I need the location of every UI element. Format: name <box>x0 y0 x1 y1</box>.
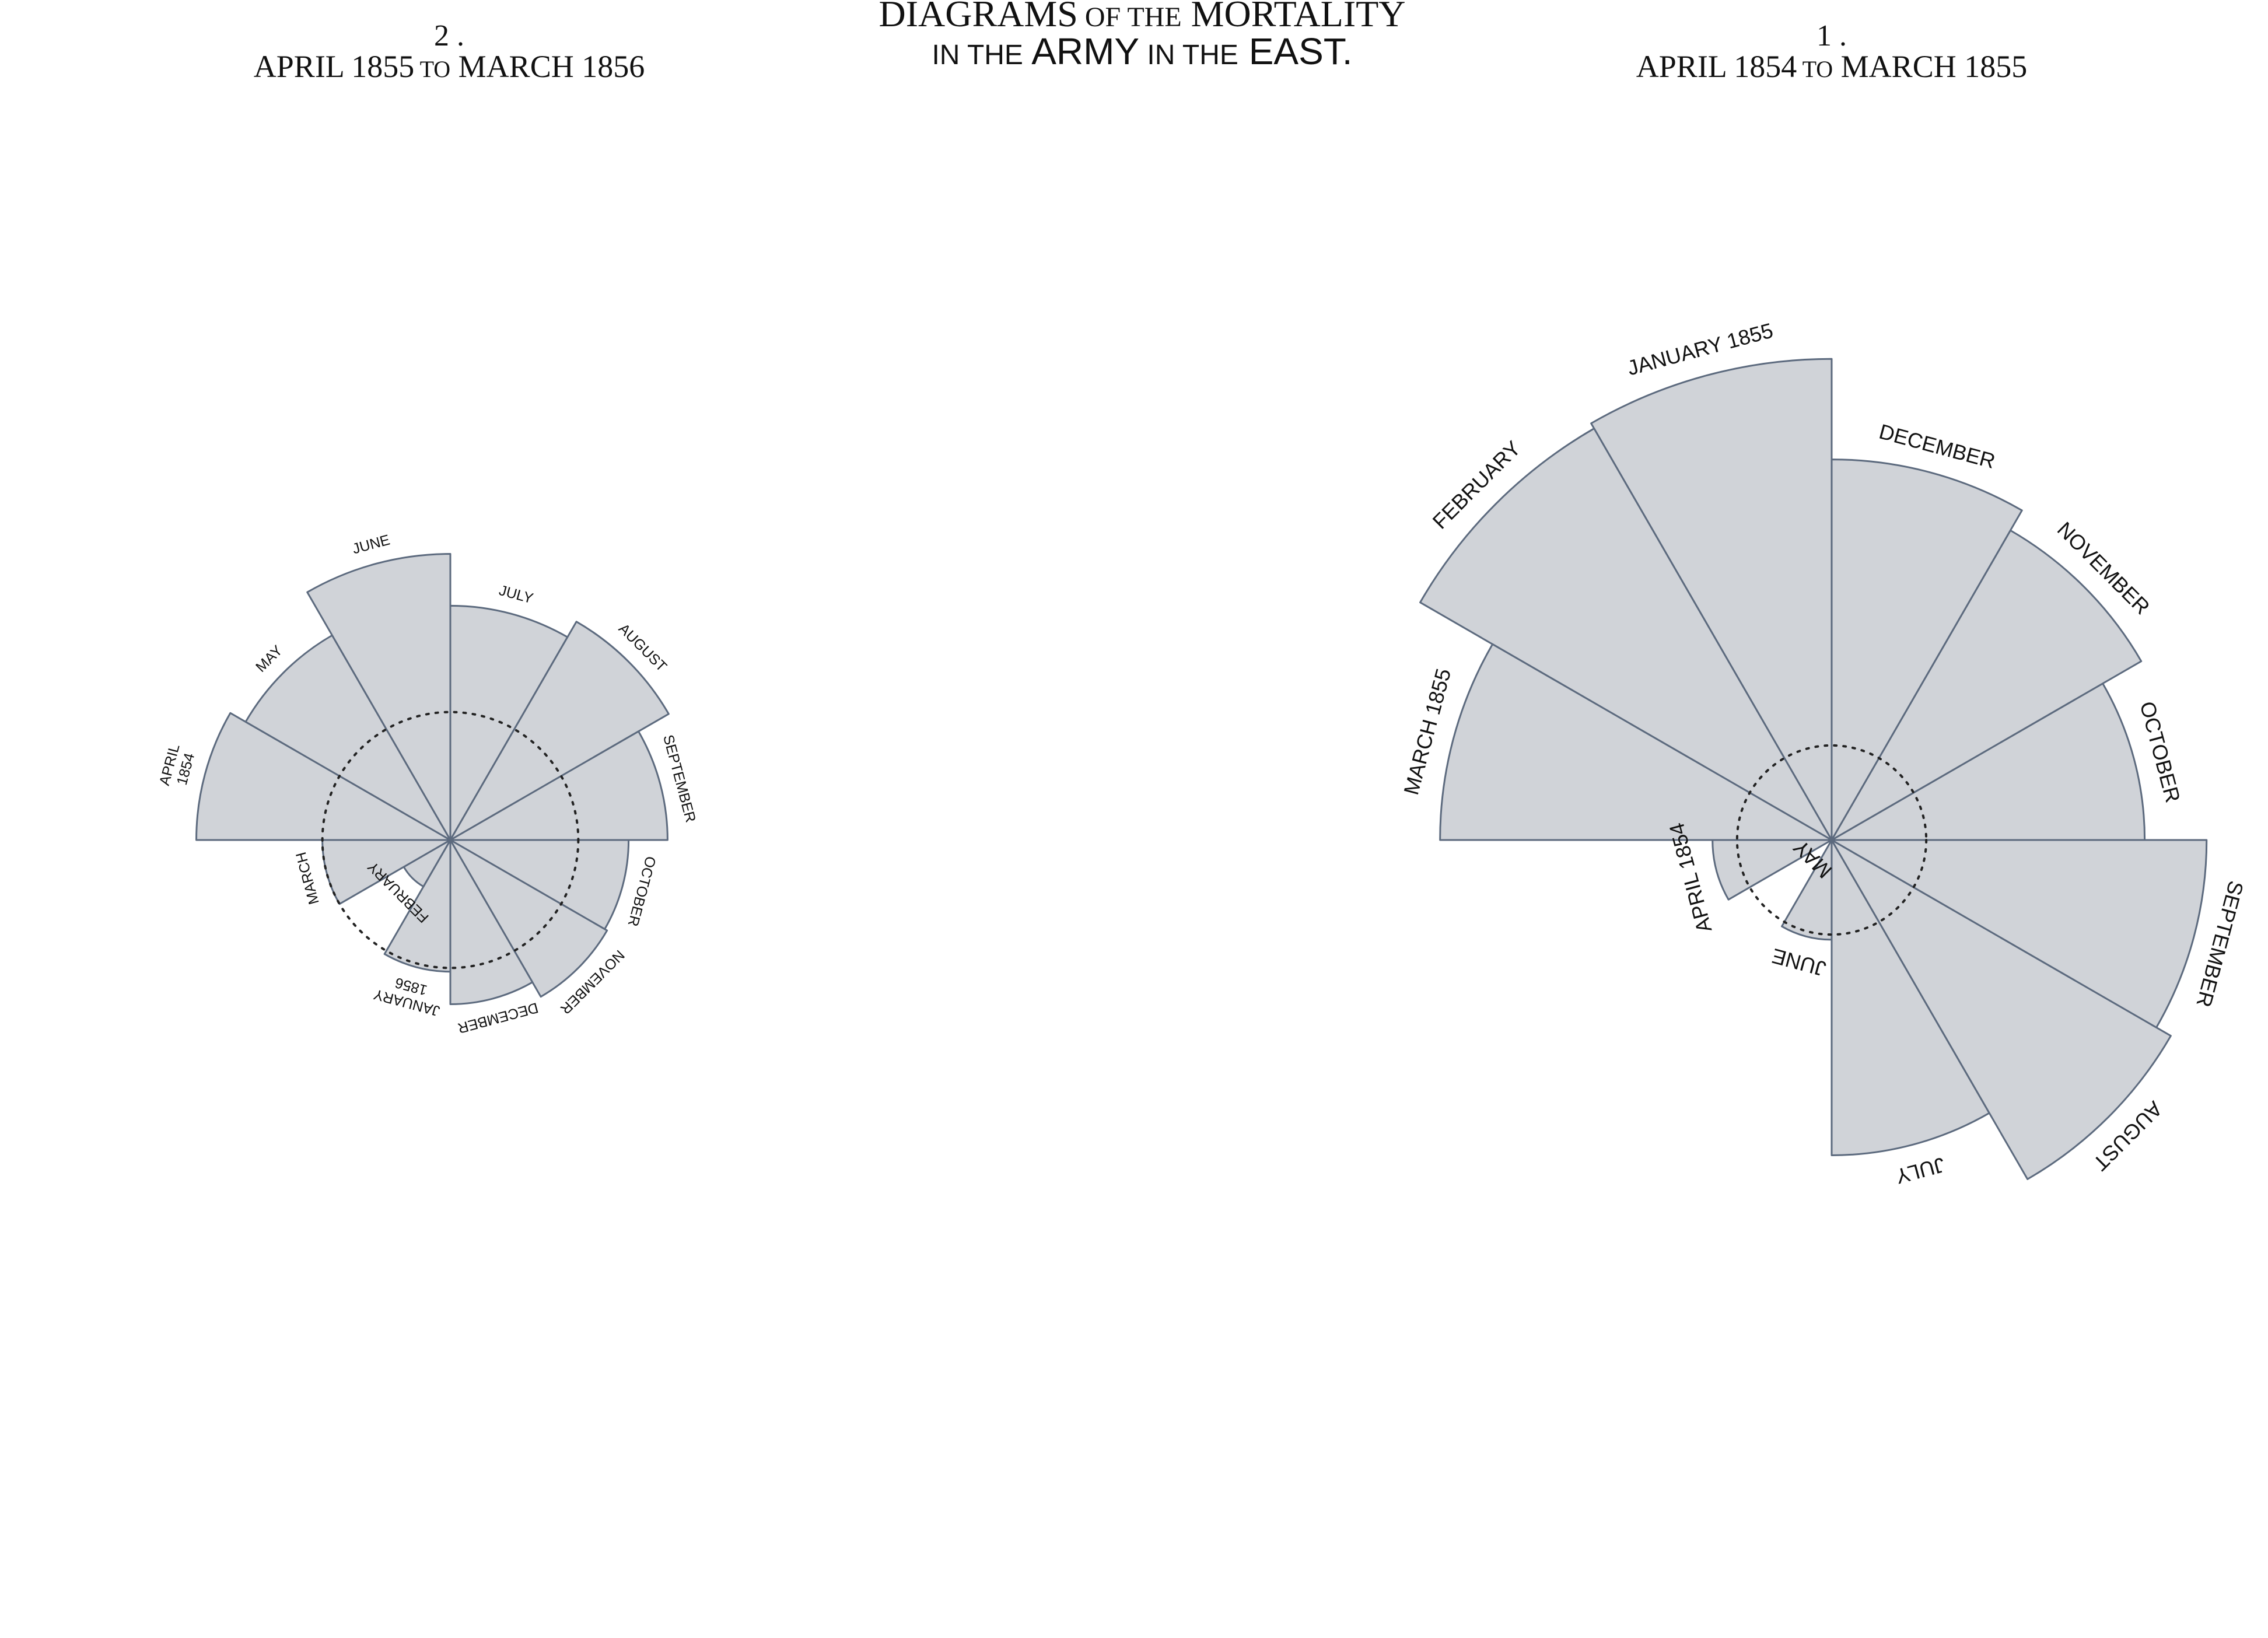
wedge-october <box>1831 682 2146 841</box>
wedge-june <box>306 553 452 841</box>
diagram-1-period: APRIL 1854 TO MARCH 1855 <box>1636 49 2027 84</box>
wedge-august <box>449 621 670 841</box>
wedge-november <box>1831 529 2143 841</box>
wedge-july <box>449 604 569 841</box>
month-label: JUNE <box>351 531 391 557</box>
main-title: DIAGRAMS OF THE MORTALITY IN THE ARMY IN… <box>878 0 1405 72</box>
month-label: JULY <box>497 582 535 607</box>
title-word: IN THE <box>1139 40 1238 71</box>
wedge-january-1855 <box>1590 358 1833 841</box>
wedge-december <box>449 839 534 1006</box>
diagram-1-polar-chart: 1 . APRIL 1854 TO MARCH 1855 APRIL 1854 M… <box>1399 19 2248 1189</box>
month-label: DECEMBER <box>456 999 540 1037</box>
title-line-2: IN THE ARMY IN THE EAST. <box>932 30 1352 72</box>
title-word: MORTALITY <box>1182 0 1406 34</box>
wedge-december <box>1831 459 2023 841</box>
title-word: DIAGRAMS <box>878 0 1077 34</box>
wedge-april-1854 <box>1712 839 1833 901</box>
diagram-1-reference-circle <box>1735 744 1928 936</box>
period-part: MARCH 1856 <box>450 49 645 84</box>
period-part: MARCH 1855 <box>1833 49 2027 84</box>
period-part: TO <box>1797 56 1833 82</box>
diagram-2-reference-circle <box>321 710 580 970</box>
month-label: JULY <box>1893 1153 1947 1189</box>
month-label: OCTOBER <box>625 855 659 928</box>
title-line-1: DIAGRAMS OF THE MORTALITY <box>878 0 1405 34</box>
period-part: APRIL 1855 <box>254 49 415 84</box>
wedge-may <box>244 634 452 841</box>
diagram-1-number: 1 . <box>1817 19 1847 52</box>
wedge-october <box>449 839 630 930</box>
month-label: OCTOBER <box>2135 699 2185 805</box>
month-label: APRIL1854 <box>156 742 200 792</box>
wedge-march-1855 <box>1439 643 1833 841</box>
month-label: MARCH <box>293 850 323 907</box>
wedge-june <box>1781 839 1833 941</box>
title-word: OF THE <box>1078 2 1182 33</box>
period-part: APRIL 1854 <box>1636 49 1797 84</box>
diagram-2-number: 2 . <box>434 19 464 52</box>
title-word: EAST. <box>1238 30 1353 72</box>
title-word: ARMY <box>1023 30 1139 72</box>
month-label: MAY <box>253 642 286 676</box>
wedge-january-1856 <box>383 839 452 973</box>
wedge-april-1854 <box>195 712 452 841</box>
wedge-september <box>1831 839 2208 1028</box>
wedge-august <box>1831 839 2172 1180</box>
wedge-november <box>449 839 608 998</box>
diagram-2-polar-chart: 2 . APRIL 1855 TO MARCH 1856 APRIL1854 MA… <box>156 19 699 1037</box>
period-part: TO <box>414 56 450 82</box>
month-label: JUNE <box>1769 944 1828 981</box>
diagram-2-period: APRIL 1855 TO MARCH 1856 <box>254 49 645 84</box>
title-word: IN THE <box>932 40 1023 71</box>
wedge-september <box>449 730 668 841</box>
wedge-july <box>1831 839 1990 1156</box>
wedge-february <box>1419 428 1833 841</box>
month-label: JANUARY1856 <box>372 970 446 1019</box>
